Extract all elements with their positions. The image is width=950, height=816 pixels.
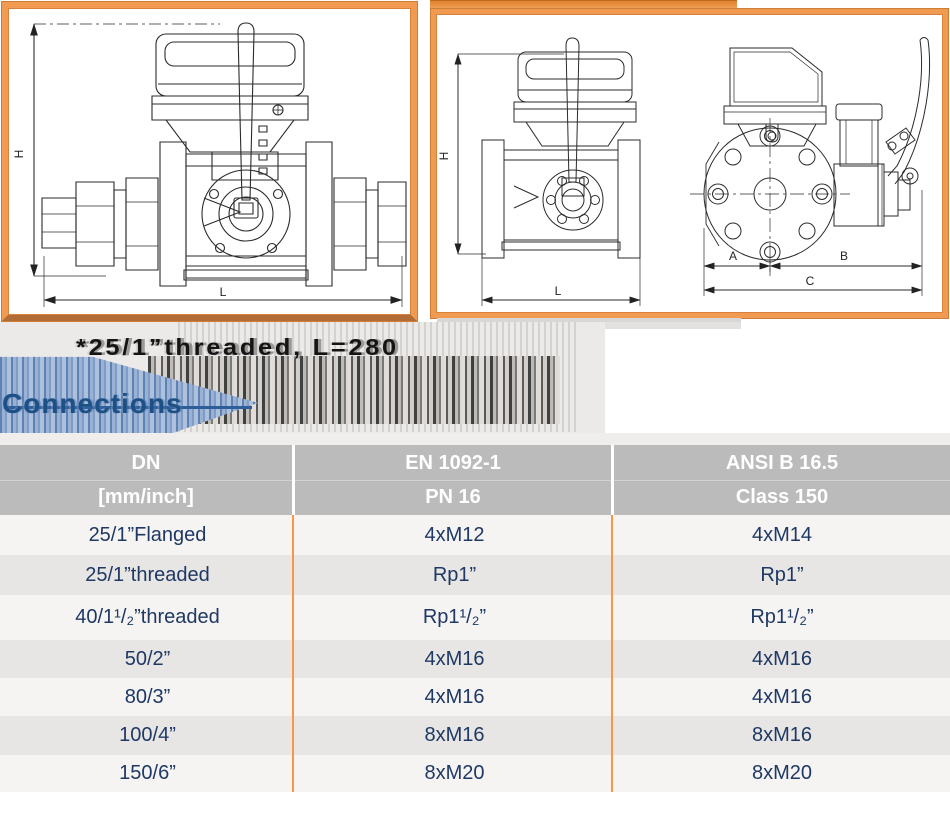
table-cell: 25/1”threaded	[85, 563, 210, 586]
register-head	[152, 34, 308, 180]
section-title: Connections	[2, 388, 183, 419]
table-body: 25/1”Flanged 4xM12 4xM14 25/1”threaded R…	[0, 515, 950, 792]
side-view: A B C	[690, 38, 930, 297]
table-cell: 8xM16	[751, 724, 813, 746]
dim-label-h: H	[12, 150, 26, 159]
table-cell: 80/3”	[124, 685, 171, 708]
filter-cap	[836, 104, 882, 120]
dim-label-a: A	[729, 249, 737, 263]
table-cell: Rp1”	[432, 563, 477, 586]
table-cell: 50/2”	[124, 647, 171, 670]
side-lever-handle	[886, 38, 930, 185]
column-divider	[611, 515, 613, 792]
table-cell: 4xM16	[751, 647, 813, 670]
table-header-dn: DN [mm/inch]	[0, 445, 292, 515]
valve-flange-circle	[202, 170, 290, 258]
table-cell: Rp1¹/₂”	[422, 606, 487, 628]
pre-table-strip	[0, 433, 950, 445]
drawing-panel-flanged: H L	[431, 9, 948, 318]
table-cell: 4xM14	[751, 523, 813, 546]
footnote-dimension-note: *25/1”threaded, L=280	[76, 334, 399, 360]
meter-body	[160, 142, 332, 286]
dim-label-c: C	[806, 274, 815, 288]
table-cell: 8xM16	[424, 724, 485, 746]
table-cell: Rp1”	[760, 563, 804, 586]
table-cell: 40/1¹/₂”threaded	[75, 606, 220, 628]
table-row: 150/6” 8xM20 8xM20	[0, 755, 950, 792]
front-and-side-view-drawing: H L	[437, 14, 943, 313]
column-divider	[292, 515, 294, 792]
table-row: 25/1”Flanged 4xM12 4xM14	[0, 515, 950, 555]
right-coupling	[334, 178, 406, 270]
table-cell: Rp1¹/₂”	[750, 606, 814, 628]
connections-banner-line	[4, 406, 252, 409]
table-row: 80/3” 4xM16 4xM16	[0, 678, 950, 716]
table-cell: 150/6”	[119, 762, 176, 784]
connections-table: DN [mm/inch] EN 1092-1 PN 16 ANSI B 16.5…	[0, 445, 950, 792]
table-cell: 100/4”	[119, 724, 176, 746]
drawing-panel-threaded: H L	[2, 2, 417, 321]
table-cell: 4xM16	[424, 647, 485, 670]
table-cell: 25/1”Flanged	[88, 523, 207, 546]
dimension-h: H	[12, 23, 220, 277]
table-row: 40/1¹/₂”threaded Rp1¹/₂” Rp1¹/₂”	[0, 595, 950, 640]
lever-handle	[234, 23, 267, 218]
table-cell: 8xM20	[424, 762, 485, 784]
dimension-abc: A B C	[703, 190, 923, 296]
table-header-ansi: ANSI B 16.5 Class 150	[614, 445, 950, 515]
flow-arrow	[204, 198, 240, 226]
dim-label-l: L	[220, 285, 227, 299]
table-header-row: DN [mm/inch] EN 1092-1 PN 16 ANSI B 16.5…	[0, 445, 950, 515]
front-view-threaded-drawing: H L	[12, 8, 411, 315]
glitch-band: *25/1”threaded, L=280 Connections	[0, 322, 950, 445]
table-cell: 4xM16	[424, 685, 485, 708]
table-header-en1092: EN 1092-1 PN 16	[295, 445, 611, 515]
dim-label-b: B	[840, 249, 848, 263]
table-cell: 8xM20	[751, 762, 813, 784]
dim-label-l: L	[555, 284, 562, 298]
dim-label-h: H	[437, 152, 451, 161]
table-row: 50/2” 4xM16 4xM16	[0, 640, 950, 678]
table-cell: 4xM16	[751, 685, 813, 708]
table-row: 100/4” 8xM16 8xM16	[0, 716, 950, 755]
front-view: H L	[437, 38, 641, 306]
table-row: 25/1”threaded Rp1” Rp1”	[0, 555, 950, 595]
glitch-gray-strip	[605, 322, 741, 329]
panel-top-strip	[430, 0, 737, 11]
dimension-l: L	[43, 256, 403, 307]
left-coupling	[42, 178, 158, 270]
table-cell: 4xM12	[424, 523, 485, 546]
